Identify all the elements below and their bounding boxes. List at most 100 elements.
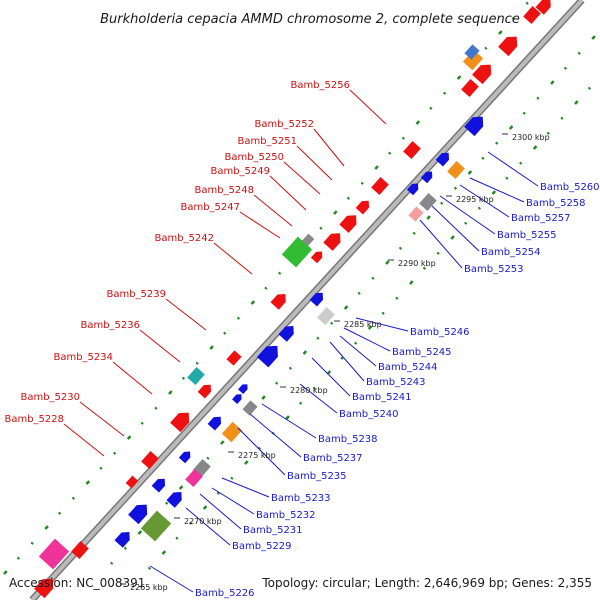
gene-label-reverse: Bamb_5238 bbox=[318, 434, 378, 445]
gc-dot bbox=[354, 341, 358, 345]
gene-label-forward: Bamb_5249 bbox=[210, 166, 270, 177]
gc-dot bbox=[3, 570, 8, 575]
gene-arrow bbox=[170, 412, 190, 433]
leader-line bbox=[149, 565, 194, 593]
gene-label-forward: Bamb_5251 bbox=[237, 136, 297, 147]
gc-dot bbox=[71, 496, 76, 500]
gc-dot bbox=[209, 345, 214, 350]
gene-arrow bbox=[435, 152, 450, 167]
gene-arrow bbox=[406, 183, 419, 196]
leader-line bbox=[355, 317, 409, 332]
leader-line bbox=[221, 477, 270, 498]
gene-block bbox=[281, 236, 313, 268]
gc-dot bbox=[508, 125, 514, 130]
leader-line bbox=[299, 383, 338, 414]
gene-label-reverse: Bamb_5237 bbox=[303, 453, 363, 464]
gc-dot bbox=[453, 186, 458, 190]
gc-dot bbox=[532, 145, 538, 150]
gc-dot bbox=[330, 321, 334, 325]
gc-dot bbox=[546, 131, 550, 135]
gc-dot bbox=[137, 530, 143, 535]
gc-dot bbox=[181, 376, 186, 380]
gc-dot bbox=[591, 35, 596, 40]
gc-dot bbox=[357, 291, 361, 295]
gc-dot bbox=[550, 80, 555, 85]
leader-line bbox=[185, 507, 231, 546]
leader-line bbox=[139, 329, 181, 363]
gene-label-reverse: Bamb_5255 bbox=[497, 230, 557, 241]
scale-tick-label: 2295 kbp bbox=[456, 195, 494, 204]
gc-dot bbox=[412, 231, 416, 235]
leader-line bbox=[112, 361, 153, 395]
label-leader-lines bbox=[63, 89, 539, 593]
leader-line bbox=[165, 298, 207, 331]
gene-arrow bbox=[472, 64, 492, 85]
scale-tick-label: 2285 kbp bbox=[344, 320, 382, 329]
gene-label-forward: Bamb_5239 bbox=[106, 289, 166, 300]
gene-arrow bbox=[256, 345, 278, 368]
gene-label-reverse: Bamb_5257 bbox=[511, 213, 571, 224]
gc-dot bbox=[343, 305, 349, 310]
forward-gene-labels: Bamb_5256 Bamb_5252 Bamb_5251 Bamb_5250 Bamb… bbox=[4, 80, 350, 425]
gc-dot bbox=[288, 366, 293, 370]
gc-dot bbox=[436, 251, 440, 255]
gene-block bbox=[403, 141, 421, 159]
gc-dot bbox=[316, 336, 320, 340]
gc-dot bbox=[563, 66, 568, 70]
gene-arrow bbox=[420, 171, 433, 184]
leader-line bbox=[349, 89, 387, 125]
gc-dot bbox=[319, 226, 323, 230]
leader-line bbox=[283, 161, 321, 195]
gc-dot bbox=[450, 235, 455, 240]
gene-label-reverse: Bamb_5260 bbox=[540, 182, 600, 193]
gene-label-reverse: Bamb_5235 bbox=[287, 471, 347, 482]
gene-label-forward: Bamb_5236 bbox=[80, 320, 140, 331]
gc-dot bbox=[371, 276, 375, 280]
gc-dot bbox=[85, 480, 91, 485]
gene-label-forward: Bamb_5247 bbox=[180, 202, 240, 213]
gene-arrow bbox=[323, 233, 341, 251]
gc-dot bbox=[250, 300, 256, 305]
gene-arrow bbox=[166, 492, 182, 508]
leader-line bbox=[63, 423, 105, 457]
gc-dot bbox=[30, 541, 34, 545]
gc-dot bbox=[498, 30, 503, 35]
gc-dot bbox=[477, 206, 482, 210]
gene-arrow bbox=[498, 36, 518, 57]
scale-tick-label: 2270 kbp bbox=[184, 517, 222, 526]
gene-arrow bbox=[535, 0, 551, 15]
gc-dot bbox=[123, 546, 128, 550]
accession-text: Accession: NC_008391 bbox=[9, 576, 145, 590]
gene-label-forward: Bamb_5252 bbox=[254, 119, 314, 130]
gc-dot bbox=[147, 566, 152, 570]
gene-arrow bbox=[197, 384, 212, 399]
gc-dot bbox=[285, 415, 290, 420]
gc-dot bbox=[536, 96, 540, 100]
gc-dot bbox=[175, 536, 179, 540]
gene-label-reverse: Bamb_5240 bbox=[339, 409, 399, 420]
leader-line bbox=[329, 341, 365, 382]
gc-dot bbox=[426, 215, 431, 220]
gene-arrow bbox=[278, 326, 294, 342]
leader-line bbox=[269, 175, 307, 211]
gc-dot bbox=[491, 190, 497, 195]
gc-dot bbox=[577, 51, 581, 55]
gene-block bbox=[462, 49, 484, 71]
gc-dot bbox=[360, 181, 364, 185]
gene-label-reverse: Bamb_5245 bbox=[392, 347, 452, 358]
gene-arrow bbox=[232, 394, 242, 405]
gc-dot bbox=[398, 246, 403, 250]
gc-dot bbox=[299, 401, 303, 405]
gc-dot bbox=[374, 165, 379, 170]
gene-label-reverse: Bamb_5241 bbox=[352, 392, 412, 403]
gc-dot bbox=[206, 456, 210, 460]
gc-dot bbox=[220, 440, 225, 445]
gene-arrow bbox=[151, 478, 166, 493]
gc-dot bbox=[525, 1, 529, 5]
leader-line bbox=[239, 211, 281, 239]
leader-line bbox=[237, 427, 286, 476]
gc-dot bbox=[464, 221, 468, 225]
leader-line bbox=[79, 401, 125, 437]
gc-dot bbox=[484, 46, 488, 50]
